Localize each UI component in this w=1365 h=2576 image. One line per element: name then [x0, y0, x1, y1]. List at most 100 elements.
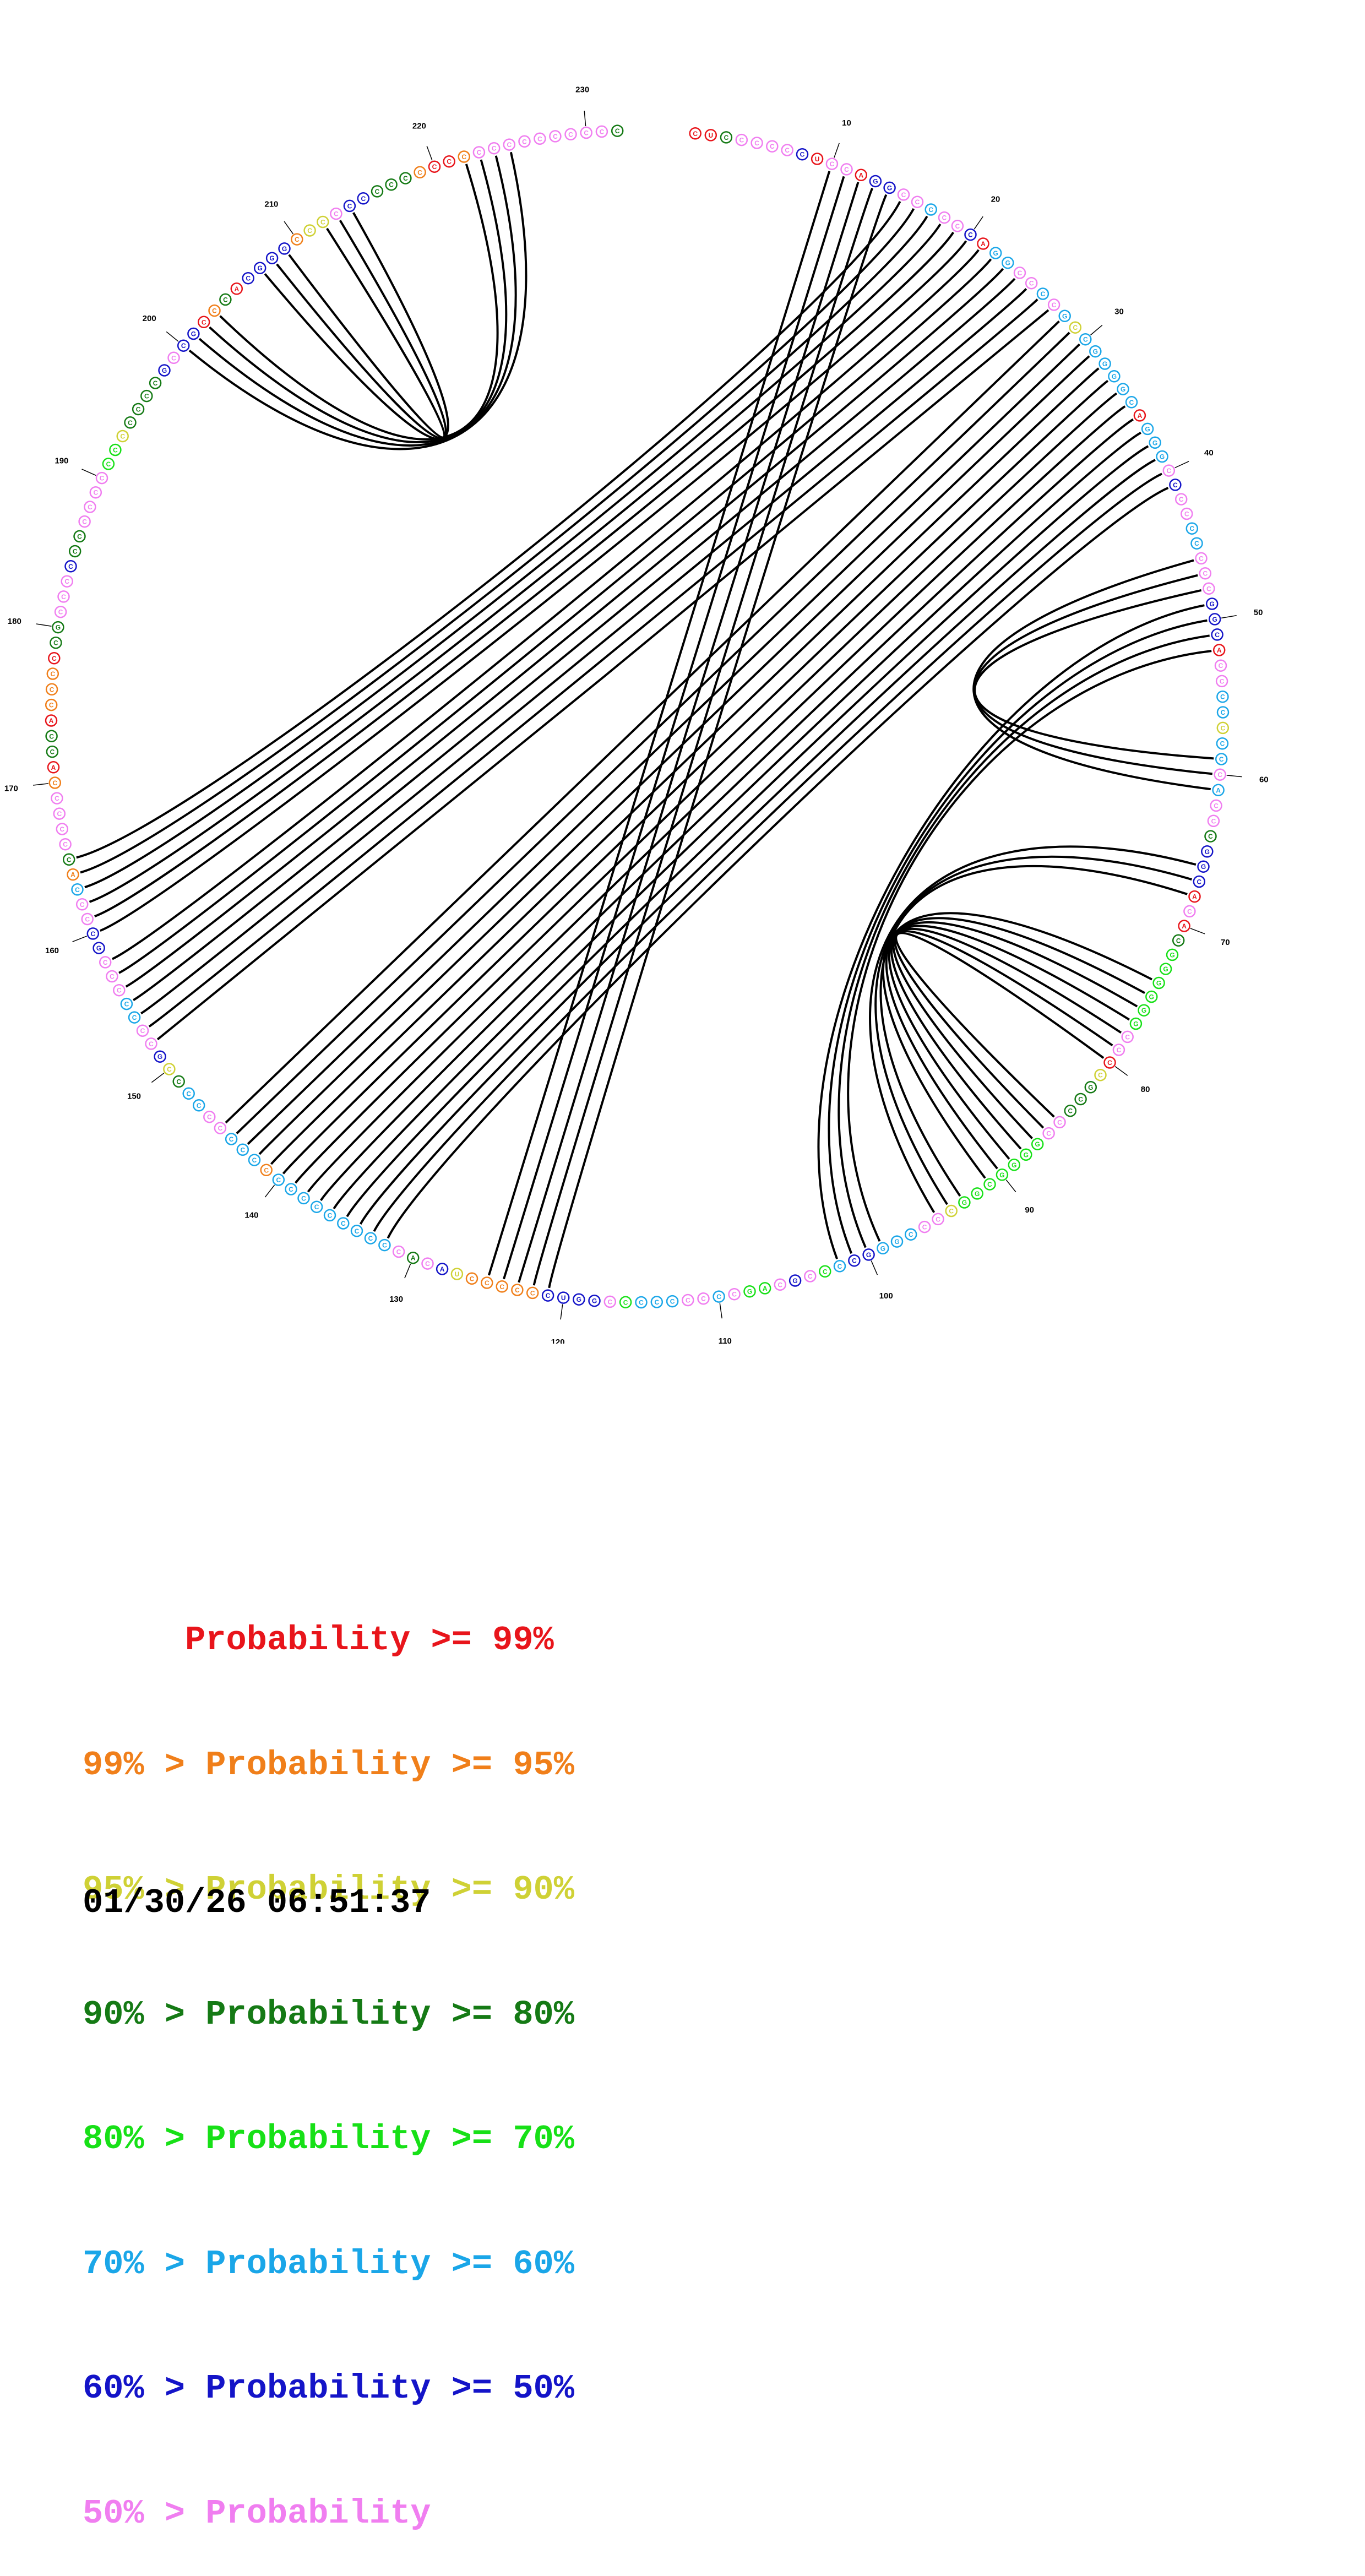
nucleotide-123: C [511, 1284, 524, 1296]
nucleotide-base-201: G [191, 330, 196, 338]
tick-label-220: 220 [412, 122, 426, 131]
nucleotide-base-46: C [1199, 555, 1204, 562]
nucleotide-circle-29 [1069, 321, 1082, 334]
nucleotide-base-170: C [52, 779, 57, 787]
nucleotide-base-10: C [830, 160, 835, 168]
nucleotide-83: C [1074, 1093, 1087, 1106]
nucleotide-12: A [855, 169, 868, 182]
nucleotide-2: U [704, 129, 717, 142]
nucleotide-base-93: G [962, 1199, 967, 1207]
nucleotide-204: C [219, 293, 232, 306]
nucleotide-175: C [45, 698, 58, 711]
base-pair-39-134 [359, 459, 1156, 1225]
nucleotide-117: C [603, 1295, 617, 1308]
nucleotide-base-154: C [132, 1014, 137, 1021]
legend-entry-p90: 95% > Probability >= 90% [83, 1870, 574, 1909]
base-pair-203-222 [219, 164, 499, 441]
nucleotide-base-99: G [880, 1244, 885, 1252]
nucleotide-59: C [1215, 753, 1228, 765]
nucleotide-base-67: C [1197, 878, 1201, 886]
nucleotide-circle-73 [1159, 963, 1172, 975]
nucleotide-181: C [54, 605, 67, 618]
nucleotide-93: G [958, 1196, 971, 1209]
nucleotide-base-219: C [417, 169, 422, 176]
nucleotide-162: C [75, 898, 89, 911]
nucleotide-210: C [291, 233, 303, 246]
nucleotide-base-112: C [686, 1297, 690, 1305]
nucleotide-189: C [89, 486, 102, 499]
nucleotide-circle-163 [71, 883, 84, 896]
nucleotide-base-2: U [708, 132, 713, 139]
nucleotide-circle-56 [1216, 706, 1230, 719]
nucleotide-base-166: C [63, 841, 68, 849]
nucleotide-base-65: G [1205, 848, 1210, 856]
nucleotide-178: C [48, 652, 61, 665]
nucleotide-62: C [1210, 799, 1222, 812]
nucleotide-base-165: C [67, 856, 72, 863]
base-pair-27-152 [156, 309, 1049, 1041]
nucleotide-base-63: C [1211, 817, 1216, 825]
base-pair-80-85 [895, 932, 1105, 1118]
nucleotide-230: C [580, 126, 592, 139]
nucleotide-base-103: C [823, 1268, 828, 1275]
nucleotide-13: G [869, 175, 882, 188]
nucleotide-circle-230 [580, 126, 592, 139]
nucleotide-base-101: C [852, 1257, 857, 1265]
nucleotide-149: C [172, 1075, 185, 1088]
base-pair-202-223 [209, 159, 508, 443]
base-pair-68-93 [879, 865, 1188, 1197]
nucleotide-circle-124 [496, 1280, 508, 1293]
nucleotide-base-171: A [51, 764, 56, 771]
nucleotide-232: C [611, 124, 624, 137]
nucleotide-base-178: C [52, 655, 57, 662]
nucleotide-base-230: C [584, 129, 589, 137]
nucleotide-base-126: C [470, 1275, 475, 1282]
tick-label-190: 190 [55, 456, 68, 466]
nucleotide-220: C [428, 160, 441, 173]
nucleotide-194: C [124, 416, 137, 429]
tick-label-20: 20 [991, 194, 1000, 204]
nucleotide-36: A [1133, 409, 1146, 422]
nucleotide-base-97: C [909, 1231, 913, 1238]
nucleotide-base-59: C [1219, 756, 1224, 763]
nucleotide-base-66: G [1201, 863, 1206, 871]
nucleotide-154: C [128, 1011, 141, 1024]
nucleotide-circle-35 [1125, 396, 1138, 409]
nucleotide-circle-75 [1145, 990, 1158, 1003]
nucleotide-207: G [253, 262, 267, 274]
nucleotide-base-114: C [654, 1298, 659, 1306]
nucleotide-base-118: G [592, 1297, 597, 1305]
nucleotide-circle-95 [932, 1213, 944, 1226]
nucleotide-circle-179 [50, 636, 62, 649]
tick-mark-90 [1005, 1180, 1016, 1193]
nucleotide-74: G [1152, 976, 1165, 990]
nucleotide-30: C [1079, 333, 1092, 346]
nucleotide-base-73: G [1163, 965, 1168, 973]
nucleotide-9: U [811, 153, 824, 165]
nucleotide-circle-24 [1013, 267, 1026, 279]
nucleotide-61: A [1212, 784, 1225, 797]
nucleotide-228: C [549, 130, 562, 143]
nucleotide-circle-113 [666, 1295, 679, 1308]
nucleotide-base-31: G [1093, 348, 1098, 356]
nucleotide-134: C [350, 1225, 363, 1237]
nucleotide-circle-120 [557, 1291, 570, 1304]
nucleotide-226: C [518, 135, 531, 148]
nucleotide-circle-9 [811, 153, 824, 165]
nucleotide-base-157: C [110, 973, 115, 981]
legend-entry-p95: 99% > Probability >= 95% [83, 1745, 574, 1785]
nucleotide-3: C [720, 131, 733, 144]
nucleotide-circle-212 [317, 215, 329, 229]
nucleotide-base-102: C [838, 1263, 842, 1270]
nucleotide-circle-222 [458, 150, 470, 163]
nucleotide-base-33: G [1112, 373, 1117, 381]
nucleotide-base-159: G [96, 944, 101, 952]
nucleotide-circle-158 [99, 956, 112, 969]
nucleotide-circle-151 [154, 1050, 166, 1063]
nucleotide-base-220: C [432, 163, 437, 171]
nucleotide-circle-161 [81, 912, 94, 926]
nucleotide-base-160: C [90, 930, 95, 938]
nucleotide-base-163: C [75, 886, 80, 894]
tick-label-70: 70 [1221, 938, 1230, 947]
nucleotide-57: C [1216, 721, 1230, 735]
